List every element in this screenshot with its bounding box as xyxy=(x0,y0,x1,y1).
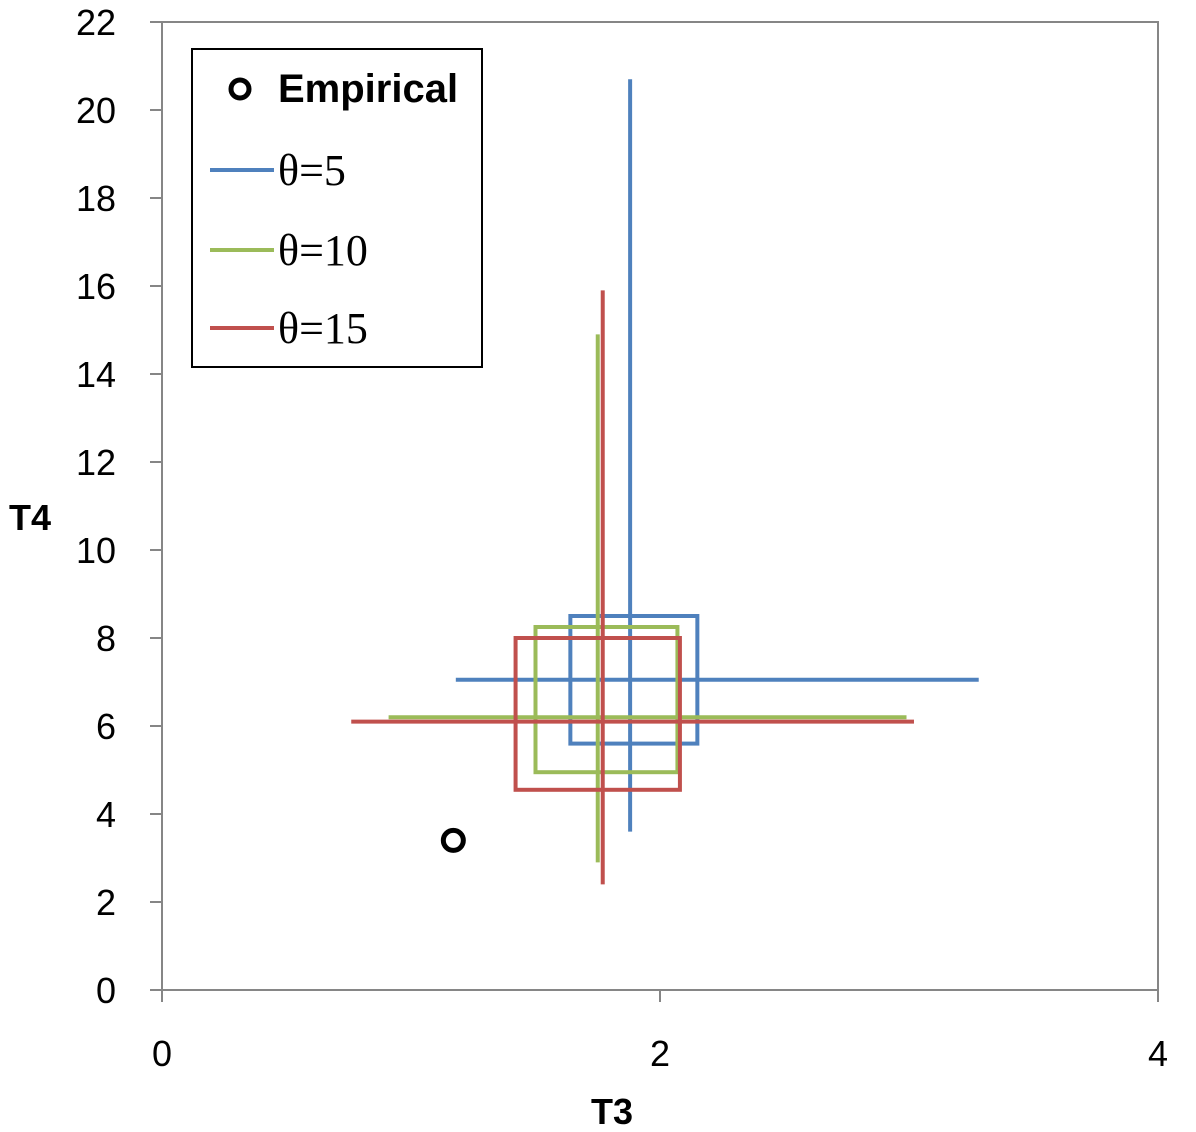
legend-box xyxy=(191,48,483,368)
y-tick-label: 2 xyxy=(96,882,116,923)
y-tick-label: 16 xyxy=(76,266,116,307)
legend-marker-empirical xyxy=(228,77,252,101)
y-tick-label: 18 xyxy=(76,178,116,219)
series-1-box xyxy=(568,614,700,746)
y-tick-label: 0 xyxy=(96,970,116,1011)
x-tick-label: 4 xyxy=(1148,1033,1168,1074)
y-tick-label: 6 xyxy=(96,706,116,747)
axes: 0 2 4 6 8 10 12 14 16 18 20 22 0 2 4 xyxy=(76,2,1168,1074)
legend: Empirical θ=5 θ=10 θ=15 xyxy=(191,48,483,368)
x-axis-title: T3 xyxy=(591,1091,633,1132)
y-tick-label: 4 xyxy=(96,794,116,835)
y-tick-label: 10 xyxy=(76,530,116,571)
y-tick-label: 8 xyxy=(96,618,116,659)
y-axis-title: T4 xyxy=(9,497,51,538)
y-tick-label: 20 xyxy=(76,90,116,131)
series-2-box xyxy=(533,625,680,775)
x-tick-label: 0 xyxy=(152,1033,172,1074)
legend-label-series-2: θ=10 xyxy=(278,226,368,275)
x-tick-label: 2 xyxy=(650,1033,670,1074)
y-tick-label: 12 xyxy=(76,442,116,483)
y-tick-label: 22 xyxy=(76,2,116,43)
chart-marks xyxy=(351,79,979,885)
y-tick-label: 14 xyxy=(76,354,116,395)
series-3-box xyxy=(513,636,682,792)
legend-label-empirical: Empirical xyxy=(278,67,458,111)
legend-label-series-3: θ=15 xyxy=(278,304,368,353)
empirical-point xyxy=(440,827,466,853)
legend-label-series-1: θ=5 xyxy=(278,146,346,195)
